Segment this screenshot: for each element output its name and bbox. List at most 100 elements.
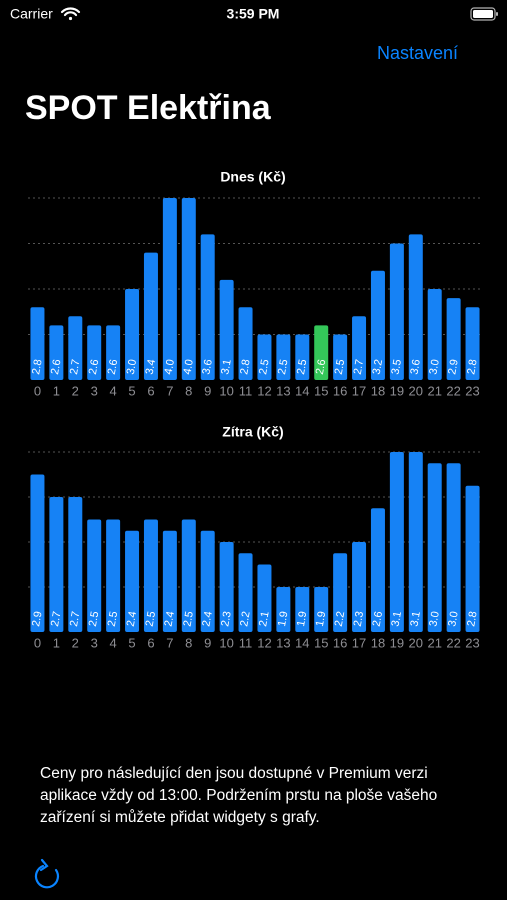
value-label: 2.2 <box>238 610 252 627</box>
x-tick-label: 17 <box>352 635 366 650</box>
value-label: 1.9 <box>314 610 328 627</box>
x-tick-label: 21 <box>427 635 441 650</box>
x-tick-label: 4 <box>110 635 117 650</box>
x-tick-label: 22 <box>446 635 460 650</box>
x-tick-label: 0 <box>34 383 41 398</box>
bar <box>200 530 215 632</box>
value-label: 3.6 <box>200 358 214 375</box>
bar <box>125 289 140 380</box>
x-tick-label: 0 <box>34 635 41 650</box>
bar <box>370 508 385 632</box>
value-label: 2.7 <box>49 610 63 627</box>
bar <box>314 325 329 380</box>
x-tick-label: 16 <box>333 383 347 398</box>
x-tick-label: 8 <box>185 635 192 650</box>
x-tick-label: 12 <box>257 635 271 650</box>
x-tick-label: 13 <box>276 383 290 398</box>
bar <box>389 243 404 380</box>
info-text: Ceny pro následující den jsou dostupné v… <box>40 765 438 826</box>
bar <box>427 463 442 632</box>
bar <box>333 334 348 380</box>
x-tick-label: 11 <box>239 383 253 398</box>
x-tick-label: 7 <box>166 383 173 398</box>
value-label: 2.8 <box>30 358 44 375</box>
value-label: 2.6 <box>49 358 63 375</box>
bar <box>408 234 423 380</box>
value-label: 2.5 <box>257 358 271 375</box>
x-tick-label: 5 <box>128 383 135 398</box>
x-tick-label: 2 <box>72 635 79 650</box>
value-label: 2.7 <box>68 610 82 627</box>
x-tick-label: 15 <box>314 383 328 398</box>
bar <box>68 316 83 380</box>
bar <box>87 325 102 380</box>
x-tick-label: 19 <box>390 635 404 650</box>
bar <box>370 270 385 380</box>
bar <box>465 485 480 632</box>
bar <box>352 542 367 632</box>
x-tick-label: 18 <box>371 635 385 650</box>
wifi-icon <box>60 7 81 21</box>
bar <box>143 252 158 380</box>
x-tick-label: 20 <box>409 383 423 398</box>
x-tick-label: 7 <box>166 635 173 650</box>
value-label: 3.0 <box>125 358 139 375</box>
bar <box>162 198 177 380</box>
x-tick-label: 3 <box>91 635 98 650</box>
x-tick-label: 21 <box>427 383 441 398</box>
x-tick-label: 3 <box>91 383 98 398</box>
value-label: 2.6 <box>314 358 328 375</box>
value-label: 2.5 <box>333 358 347 375</box>
bar <box>257 564 272 632</box>
bar <box>106 325 121 380</box>
value-label: 2.2 <box>333 610 347 627</box>
value-label: 3.5 <box>390 358 404 375</box>
bar <box>238 553 253 632</box>
x-tick-label: 6 <box>147 383 154 398</box>
bar <box>295 334 310 380</box>
bar <box>106 519 121 632</box>
bar <box>181 198 196 380</box>
x-tick-label: 17 <box>352 383 366 398</box>
value-label: 2.1 <box>257 610 271 627</box>
bar <box>49 325 64 380</box>
value-label: 3.0 <box>446 610 460 627</box>
x-tick-label: 4 <box>110 383 117 398</box>
value-label: 2.8 <box>465 358 479 375</box>
bar <box>389 452 404 632</box>
settings-button[interactable]: Nastavení <box>377 43 458 63</box>
chart-title: Dnes (Kč) <box>220 169 285 185</box>
value-label: 2.5 <box>106 610 120 627</box>
x-tick-label: 10 <box>219 383 233 398</box>
x-tick-label: 8 <box>185 383 192 398</box>
x-tick-label: 20 <box>409 635 423 650</box>
value-label: 2.6 <box>371 610 385 627</box>
value-label: 3.1 <box>219 358 233 375</box>
value-label: 2.5 <box>87 610 101 627</box>
value-label: 2.7 <box>68 358 82 375</box>
x-tick-label: 11 <box>239 635 253 650</box>
bar <box>181 519 196 632</box>
bar <box>68 497 83 632</box>
x-tick-label: 9 <box>204 635 211 650</box>
x-tick-label: 19 <box>390 383 404 398</box>
value-label: 2.9 <box>446 358 460 375</box>
value-label: 3.4 <box>144 358 158 375</box>
clock: 3:59 PM <box>227 6 280 22</box>
value-label: 4.0 <box>181 358 195 375</box>
value-label: 3.6 <box>408 358 422 375</box>
bar <box>314 587 329 632</box>
x-tick-label: 12 <box>257 383 271 398</box>
value-label: 2.4 <box>200 610 214 627</box>
page-title: SPOT Elektřina <box>25 89 272 127</box>
value-label: 3.1 <box>408 610 422 627</box>
x-tick-label: 23 <box>465 635 479 650</box>
bar <box>238 307 253 380</box>
value-label: 2.8 <box>465 610 479 627</box>
bar <box>30 474 45 632</box>
bar <box>30 307 45 380</box>
refresh-button[interactable] <box>34 858 59 889</box>
value-label: 2.9 <box>30 610 44 627</box>
